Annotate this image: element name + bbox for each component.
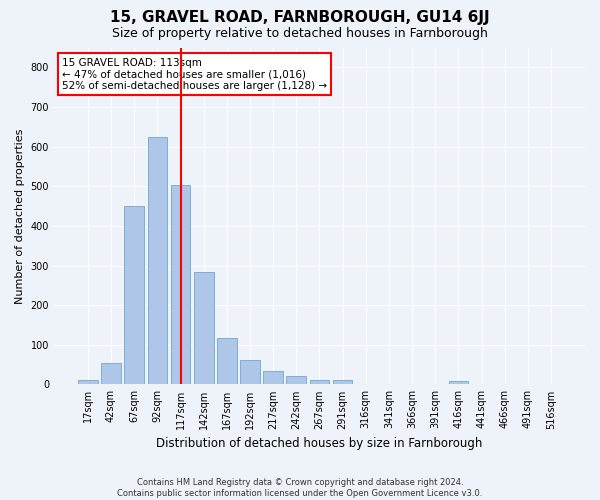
- Bar: [333, 380, 352, 384]
- X-axis label: Distribution of detached houses by size in Farnborough: Distribution of detached houses by size …: [156, 437, 482, 450]
- Bar: [194, 272, 214, 384]
- Bar: [170, 185, 190, 384]
- Text: 15, GRAVEL ROAD, FARNBOROUGH, GU14 6JJ: 15, GRAVEL ROAD, FARNBOROUGH, GU14 6JJ: [110, 10, 490, 25]
- Bar: [449, 382, 468, 384]
- Bar: [263, 370, 283, 384]
- Bar: [217, 338, 236, 384]
- Text: 15 GRAVEL ROAD: 113sqm
← 47% of detached houses are smaller (1,016)
52% of semi-: 15 GRAVEL ROAD: 113sqm ← 47% of detached…: [62, 58, 327, 91]
- Bar: [124, 206, 144, 384]
- Bar: [286, 376, 306, 384]
- Y-axis label: Number of detached properties: Number of detached properties: [15, 128, 25, 304]
- Bar: [310, 380, 329, 384]
- Text: Size of property relative to detached houses in Farnborough: Size of property relative to detached ho…: [112, 28, 488, 40]
- Bar: [78, 380, 98, 384]
- Bar: [101, 362, 121, 384]
- Bar: [240, 360, 260, 384]
- Text: Contains HM Land Registry data © Crown copyright and database right 2024.
Contai: Contains HM Land Registry data © Crown c…: [118, 478, 482, 498]
- Bar: [148, 138, 167, 384]
